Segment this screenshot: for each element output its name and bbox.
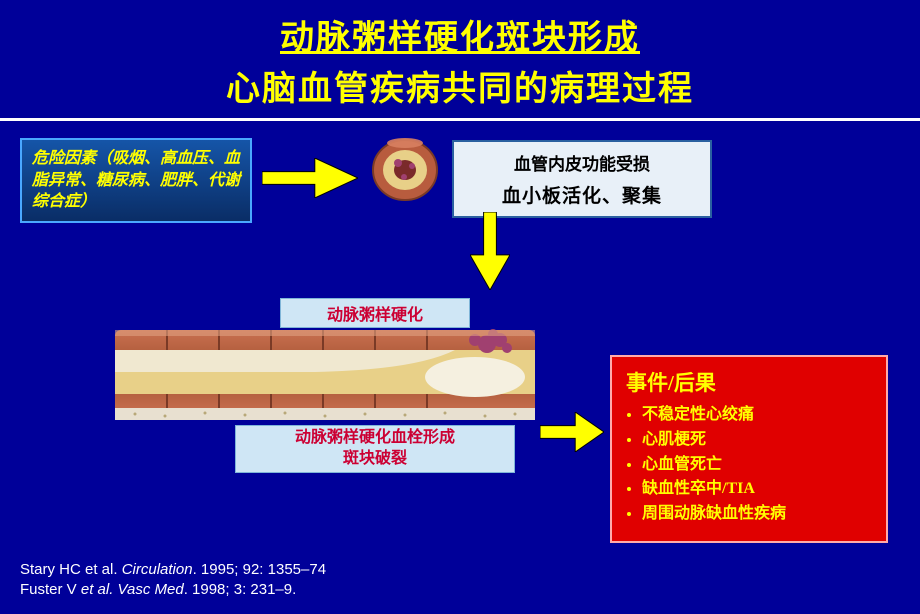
citations: Stary HC et al. Circulation. 1995; 92: 1… bbox=[20, 560, 326, 601]
events-box: 事件/后果 不稳定性心绞痛 心肌梗死 心血管死亡 缺血性卒中/TIA 周围动脉缺… bbox=[610, 355, 888, 543]
endothelial-line-2: 血小板活化、聚集 bbox=[464, 181, 700, 208]
flow-arrow-icon bbox=[262, 158, 358, 198]
citation-1-b: . 1995; 92: 1355–74 bbox=[193, 561, 326, 578]
thrombosis-label-l1: 动脉粥样硬化血栓形成 bbox=[295, 429, 455, 446]
events-list: 不稳定性心绞痛 心肌梗死 心血管死亡 缺血性卒中/TIA 周围动脉缺血性疾病 bbox=[626, 403, 872, 527]
flow-arrow-icon bbox=[470, 212, 510, 290]
risk-factors-box: 危险因素（吸烟、高血压、血脂异常、糖尿病、肥胖、代谢综合症） bbox=[20, 138, 252, 223]
citation-1: Stary HC et al. Circulation. 1995; 92: 1… bbox=[20, 560, 326, 580]
title-divider bbox=[0, 118, 920, 121]
endothelial-box: 血管内皮功能受损 血小板活化、聚集 bbox=[452, 140, 712, 218]
events-item: 周围动脉缺血性疾病 bbox=[642, 502, 872, 527]
citation-1-a: Stary HC et al. bbox=[20, 561, 122, 578]
title-line-2: 心脑血管疾病共同的病理过程 bbox=[0, 61, 920, 110]
artery-longitudinal-icon bbox=[115, 322, 535, 422]
citation-2-b: . 1998; 3: 231–9. bbox=[184, 581, 297, 598]
title-line-1: 动脉粥样硬化斑块形成 bbox=[0, 10, 920, 59]
events-item: 心血管死亡 bbox=[642, 453, 872, 478]
events-item: 缺血性卒中/TIA bbox=[642, 477, 872, 502]
citation-2-a: Fuster V bbox=[20, 581, 81, 598]
slide-title: 动脉粥样硬化斑块形成 心脑血管疾病共同的病理过程 bbox=[0, 0, 920, 110]
thrombosis-label: 动脉粥样硬化血栓形成 斑块破裂 bbox=[235, 425, 515, 473]
citation-2: Fuster V et al. Vasc Med. 1998; 3: 231–9… bbox=[20, 580, 326, 600]
events-item: 不稳定性心绞痛 bbox=[642, 403, 872, 428]
flow-arrow-icon bbox=[540, 412, 604, 452]
endothelial-line-1: 血管内皮功能受损 bbox=[464, 150, 700, 175]
citation-2-journal: et al. Vasc Med bbox=[81, 581, 184, 598]
events-title: 事件/后果 bbox=[626, 367, 872, 397]
events-item: 心肌梗死 bbox=[642, 428, 872, 453]
citation-1-journal: Circulation bbox=[122, 561, 193, 578]
vessel-cross-section-icon bbox=[370, 135, 440, 205]
thrombosis-label-l2: 斑块破裂 bbox=[343, 450, 407, 467]
